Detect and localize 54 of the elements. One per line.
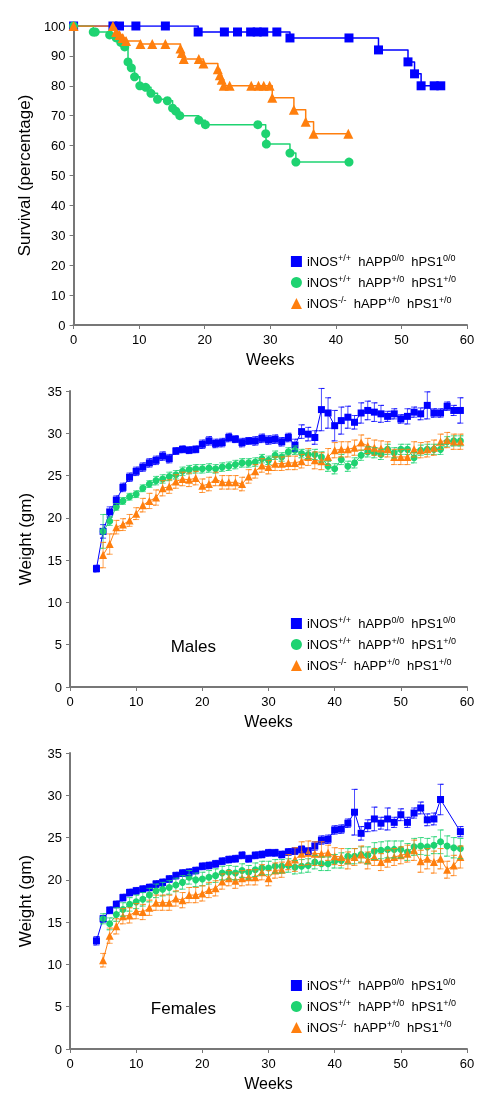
- annotation: Females: [150, 999, 216, 1018]
- x-tick-label: 50: [394, 332, 409, 347]
- x-tick-label: 40: [328, 332, 344, 347]
- x-tick-label: 50: [393, 694, 409, 709]
- y-tick-label: 0: [54, 1041, 62, 1057]
- y-tick-label: 20: [47, 510, 62, 526]
- x-tick-label: 30: [261, 1056, 276, 1071]
- y-tick-label: 15: [47, 914, 62, 930]
- x-tick-label: 0: [69, 332, 78, 347]
- y-tick-label: 30: [47, 787, 62, 803]
- x-axis-title: Weeks: [245, 350, 295, 368]
- y-tick-label: 20: [51, 257, 66, 273]
- x-tick-label: 60: [459, 694, 475, 709]
- x-tick-label: 40: [327, 694, 342, 709]
- y-tick-label: 10: [47, 956, 62, 972]
- x-tick-label: 10: [128, 694, 144, 709]
- y-tick-label: 25: [47, 468, 62, 484]
- y-tick-label: 50: [51, 168, 66, 183]
- x-tick-label: 30: [261, 694, 276, 709]
- x-tick-label: 20: [197, 332, 212, 347]
- annotation: Males: [170, 637, 217, 656]
- x-tick-label: 10: [128, 1056, 144, 1071]
- x-tick-label: 60: [459, 332, 475, 347]
- x-tick-label: 40: [327, 1056, 342, 1071]
- y-tick-label: 20: [47, 872, 62, 888]
- y-tick-label: 0: [58, 317, 66, 333]
- y-tick-label: 60: [51, 138, 66, 154]
- y-tick-label: 0: [54, 679, 62, 695]
- x-axis-title: Weeks: [244, 712, 293, 730]
- y-tick-label: 15: [47, 552, 62, 568]
- y-tick-label: 25: [47, 830, 62, 846]
- y-axis-title: Survival (percentage): [15, 94, 34, 257]
- x-tick-label: 20: [195, 1056, 210, 1071]
- y-tick-label: 30: [47, 425, 62, 441]
- y-tick-label: 90: [51, 48, 66, 64]
- y-tick-label: 40: [51, 197, 66, 213]
- y-tick-label: 35: [47, 383, 62, 399]
- y-tick-label: 30: [51, 227, 66, 243]
- y-tick-label: 10: [51, 287, 66, 303]
- y-axis-title: Weight (gm): [16, 492, 35, 586]
- x-tick-label: 10: [131, 332, 147, 347]
- y-tick-label: 100: [43, 18, 66, 34]
- y-tick-label: 70: [51, 108, 66, 124]
- y-tick-label: 5: [54, 637, 62, 653]
- x-axis-title: Weeks: [244, 1074, 293, 1092]
- y-tick-label: 5: [54, 999, 62, 1015]
- y-axis-title: Weight (gm): [16, 854, 35, 948]
- x-tick-label: 30: [263, 332, 278, 347]
- y-tick-label: 35: [47, 745, 62, 761]
- x-tick-label: 60: [459, 1056, 475, 1071]
- y-tick-label: 80: [51, 78, 66, 94]
- x-tick-label: 50: [393, 1056, 409, 1071]
- x-tick-label: 20: [195, 694, 210, 709]
- y-tick-label: 10: [47, 594, 62, 610]
